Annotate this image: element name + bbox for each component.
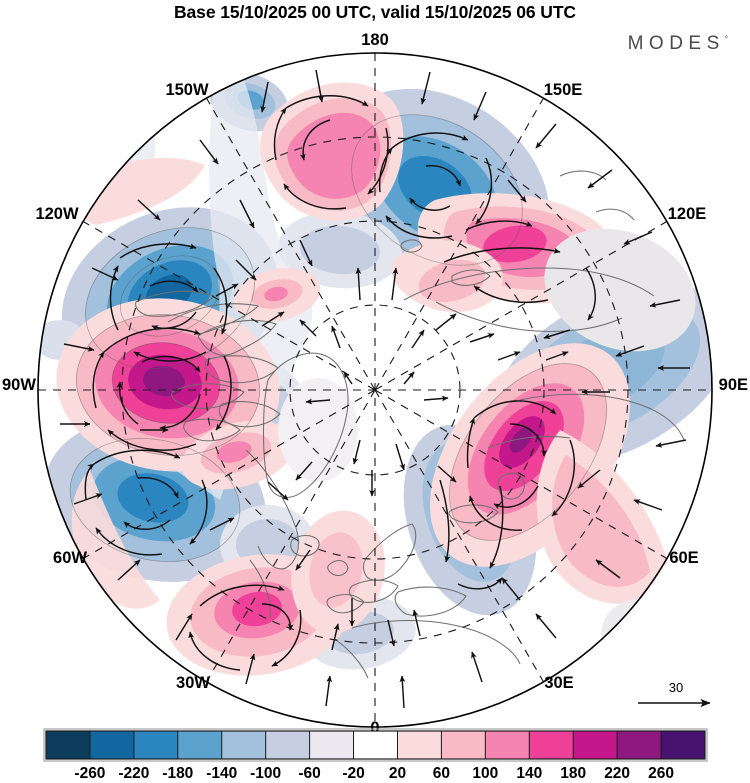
meridian-150W xyxy=(206,389,376,683)
reference-vector-label: 30 xyxy=(669,680,683,695)
meridians xyxy=(38,53,712,727)
colorbar-cell xyxy=(89,731,134,759)
modes-logo: MODES° xyxy=(628,33,728,55)
brand-name: MODES xyxy=(627,33,725,54)
map-disk xyxy=(37,52,713,728)
colorbar-tick: -260 xyxy=(74,765,105,782)
page-title: Base 15/10/2025 00 UTC, valid 15/10/2025… xyxy=(174,2,576,22)
reference-vector: 30 xyxy=(638,680,711,708)
colorbar-tick: -100 xyxy=(250,765,281,782)
map-boundary xyxy=(37,52,713,728)
colorbar-cell xyxy=(221,731,266,759)
lon-label-0: 0 xyxy=(370,719,379,737)
colorbar-cell xyxy=(397,731,442,759)
colorbar-tick: -220 xyxy=(118,765,149,782)
lon-label-150E: 150E xyxy=(544,81,583,99)
meridian-60E xyxy=(374,221,668,391)
colorbar-cell xyxy=(617,731,662,759)
colorbar-cells xyxy=(46,731,705,759)
lon-label-30W: 30W xyxy=(176,674,210,692)
colorbar-frame xyxy=(43,728,708,762)
meridian-120E xyxy=(374,389,668,559)
colorbar-tick: 260 xyxy=(648,765,674,782)
colorbar-tick: 180 xyxy=(560,765,586,782)
colorbar-tick: -180 xyxy=(162,765,193,782)
colorbar-tick: 140 xyxy=(516,765,542,782)
colorbar-cell xyxy=(46,731,90,759)
colorbar-cell xyxy=(661,731,705,759)
colorbar-cell xyxy=(485,731,530,759)
meridian-60W xyxy=(82,221,376,391)
meridian-150E xyxy=(374,389,544,683)
colorbar-cell xyxy=(441,731,486,759)
anomaly-warm-europe xyxy=(291,510,385,634)
longitude-labels: 180 150W 120W 90W 60W 30W 0 30E 60E 90E … xyxy=(2,31,748,737)
colorbar-ticklabels: -260 -220 -180 -140 -100 -60 -20 20 60 1… xyxy=(74,765,674,782)
lon-label-90W: 90W xyxy=(2,376,36,394)
colorbar-cell xyxy=(353,731,398,759)
colorbar-cell xyxy=(133,731,178,759)
lon-label-60W: 60W xyxy=(53,549,87,567)
colorbar-tick: 20 xyxy=(389,765,406,782)
lon-label-90E: 90E xyxy=(719,376,748,394)
colorbar-tick: 100 xyxy=(472,765,498,782)
colorbar-tick: -20 xyxy=(342,765,364,782)
brand-mark: ° xyxy=(724,34,728,44)
anomaly-warm-southwest-arc xyxy=(71,470,160,609)
meridian-30E xyxy=(374,97,544,391)
lon-label-120E: 120E xyxy=(668,205,707,223)
lon-label-180: 180 xyxy=(361,31,389,49)
lon-label-30E: 30E xyxy=(544,674,573,692)
colorbar-cell xyxy=(265,731,310,759)
coastlines xyxy=(135,170,685,679)
lon-label-60E: 60E xyxy=(669,549,698,567)
meridian-120W xyxy=(82,389,376,559)
anomaly-weak-low-pole-east xyxy=(278,211,402,289)
colorbar-cell xyxy=(573,731,618,759)
colorbar-tick: -60 xyxy=(298,765,320,782)
colorbar-cell-borders xyxy=(45,730,706,760)
colorbar-cell xyxy=(529,731,574,759)
anomaly-anticyclone-north-pacific xyxy=(260,82,404,221)
lon-label-120W: 120W xyxy=(35,205,79,223)
colorbar-tick: -140 xyxy=(206,765,237,782)
colorbar-cell xyxy=(309,731,354,759)
colorbar-cell xyxy=(177,731,222,759)
meridian-30W xyxy=(206,97,376,391)
wind-vectors xyxy=(60,69,690,709)
colorbar-tick: 220 xyxy=(604,765,630,782)
colorbar: -260 -220 -180 -140 -100 -60 -20 20 60 1… xyxy=(43,728,708,782)
colorbar-tick: 60 xyxy=(433,765,450,782)
lon-label-150W: 150W xyxy=(165,81,209,99)
